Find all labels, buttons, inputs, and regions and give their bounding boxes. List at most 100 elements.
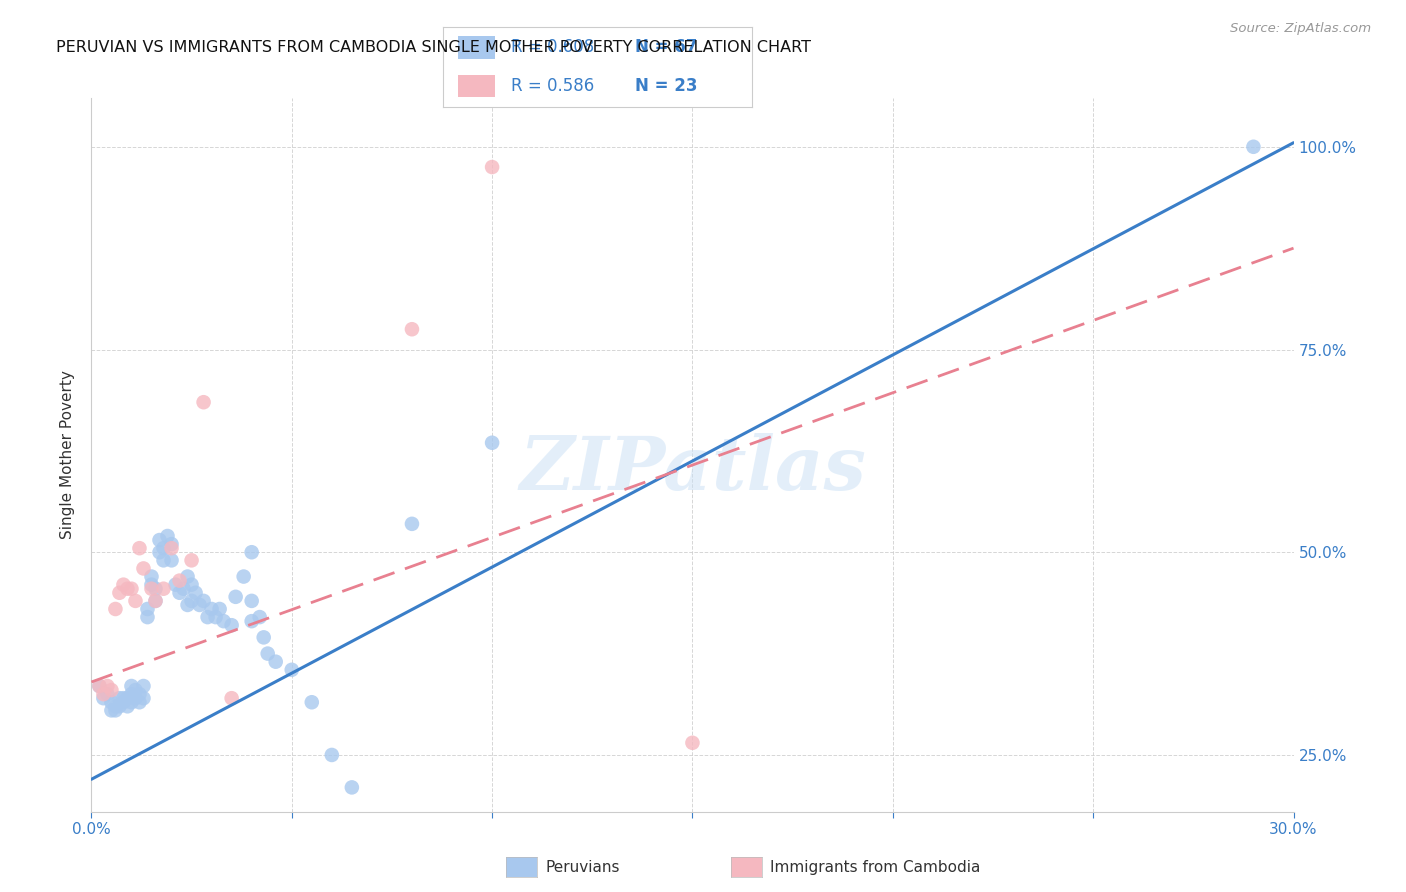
Text: Peruvians: Peruvians xyxy=(546,860,620,874)
Point xyxy=(108,699,131,714)
Point xyxy=(132,561,155,575)
Point xyxy=(128,687,150,701)
Point xyxy=(128,541,150,556)
Point xyxy=(180,577,202,591)
Point xyxy=(160,537,183,551)
Point xyxy=(112,691,135,706)
Point xyxy=(121,582,143,596)
Point xyxy=(145,582,167,596)
Point xyxy=(681,736,703,750)
Point xyxy=(169,586,191,600)
Point xyxy=(124,594,146,608)
Point xyxy=(240,545,263,559)
Point xyxy=(225,590,247,604)
Text: R = 0.608: R = 0.608 xyxy=(510,38,595,56)
Point xyxy=(221,618,243,632)
Point xyxy=(96,679,118,693)
Text: Source: ZipAtlas.com: Source: ZipAtlas.com xyxy=(1230,22,1371,36)
Point xyxy=(249,610,271,624)
Point xyxy=(108,586,131,600)
Point xyxy=(141,582,163,596)
Point xyxy=(240,594,263,608)
Point xyxy=(212,614,235,628)
Point xyxy=(321,747,343,762)
Point xyxy=(145,594,167,608)
Point xyxy=(112,695,135,709)
Point xyxy=(132,691,155,706)
Point xyxy=(340,780,363,795)
Point xyxy=(281,663,304,677)
Point xyxy=(112,577,135,591)
Point xyxy=(301,695,323,709)
Point xyxy=(104,602,127,616)
Point xyxy=(121,687,143,701)
FancyBboxPatch shape xyxy=(458,75,495,97)
Point xyxy=(121,679,143,693)
Point xyxy=(253,631,276,645)
Point xyxy=(180,553,202,567)
Point xyxy=(208,602,231,616)
Point xyxy=(136,610,159,624)
Point xyxy=(256,647,278,661)
Text: Immigrants from Cambodia: Immigrants from Cambodia xyxy=(770,860,981,874)
Point xyxy=(89,679,111,693)
Point xyxy=(145,594,167,608)
Point xyxy=(401,516,423,531)
Point xyxy=(401,322,423,336)
Point xyxy=(124,683,146,698)
Point xyxy=(169,574,191,588)
Point xyxy=(1243,140,1265,154)
Point xyxy=(176,598,198,612)
Point xyxy=(264,655,287,669)
Point xyxy=(117,691,139,706)
Point xyxy=(104,703,127,717)
Point xyxy=(165,577,187,591)
Point xyxy=(240,614,263,628)
Point xyxy=(156,529,179,543)
Point xyxy=(173,582,195,596)
Point xyxy=(193,395,215,409)
Point xyxy=(100,695,122,709)
Point xyxy=(93,691,115,706)
Point xyxy=(148,545,170,559)
Point xyxy=(117,582,139,596)
Text: PERUVIAN VS IMMIGRANTS FROM CAMBODIA SINGLE MOTHER POVERTY CORRELATION CHART: PERUVIAN VS IMMIGRANTS FROM CAMBODIA SIN… xyxy=(56,40,811,55)
Point xyxy=(100,683,122,698)
Point xyxy=(481,160,503,174)
Point xyxy=(104,699,127,714)
Point xyxy=(152,553,174,567)
Point xyxy=(193,594,215,608)
Point xyxy=(141,577,163,591)
Point xyxy=(132,679,155,693)
Point xyxy=(117,699,139,714)
Point xyxy=(160,553,183,567)
Point xyxy=(160,541,183,556)
Point xyxy=(197,610,219,624)
Point xyxy=(108,691,131,706)
Point xyxy=(136,602,159,616)
Point xyxy=(93,687,115,701)
Point xyxy=(96,687,118,701)
Point xyxy=(204,610,226,624)
Point xyxy=(128,695,150,709)
Point xyxy=(124,691,146,706)
FancyBboxPatch shape xyxy=(458,37,495,59)
Point xyxy=(121,695,143,709)
Point xyxy=(201,602,224,616)
Point xyxy=(184,586,207,600)
Point xyxy=(148,533,170,547)
Text: N = 67: N = 67 xyxy=(634,38,697,56)
Text: N = 23: N = 23 xyxy=(634,77,697,95)
Point xyxy=(141,569,163,583)
Point xyxy=(180,594,202,608)
Point xyxy=(221,691,243,706)
Text: R = 0.586: R = 0.586 xyxy=(510,77,595,95)
Point xyxy=(100,703,122,717)
Point xyxy=(481,435,503,450)
Point xyxy=(152,541,174,556)
Point xyxy=(176,569,198,583)
Point xyxy=(152,582,174,596)
Text: ZIPatlas: ZIPatlas xyxy=(519,433,866,506)
Point xyxy=(89,679,111,693)
Point xyxy=(188,598,211,612)
